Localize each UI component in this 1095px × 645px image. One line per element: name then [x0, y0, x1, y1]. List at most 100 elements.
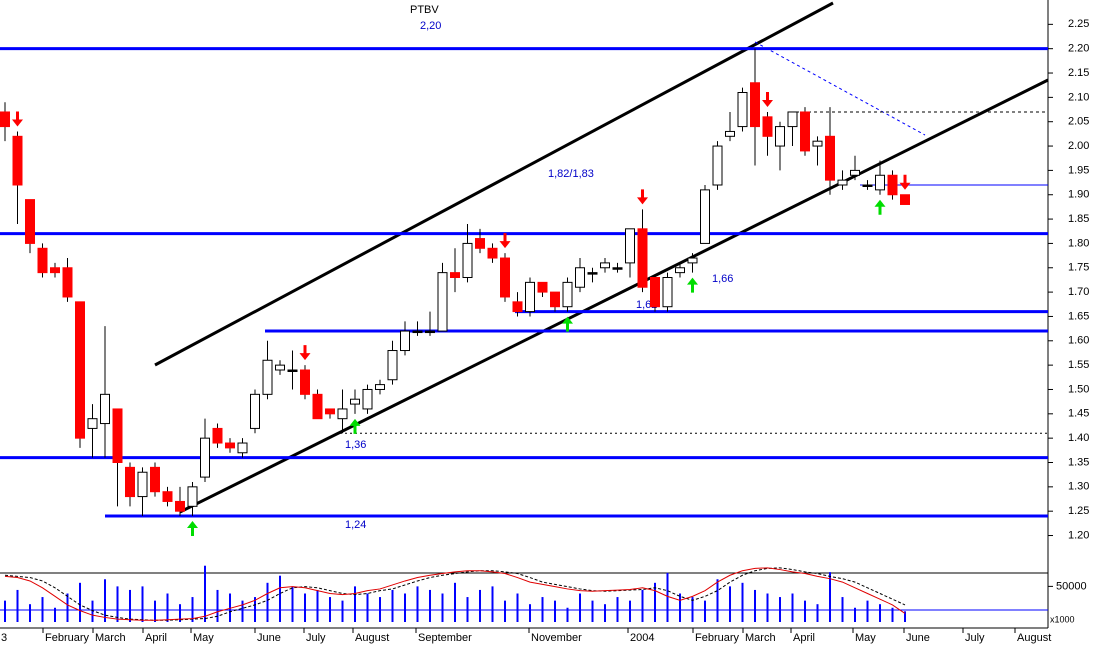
y-tick-label: 2.00 [1068, 140, 1089, 152]
candle-body [150, 466, 160, 493]
candle-body [400, 330, 410, 352]
candle-body [37, 247, 48, 274]
candle-body [650, 277, 660, 308]
candle-body [625, 228, 635, 264]
candle-body [575, 267, 585, 288]
y-tick-label: 1.80 [1068, 237, 1089, 249]
sell-arrow [899, 174, 911, 190]
candle-body [612, 267, 623, 270]
candle-body [462, 242, 473, 278]
candle-body [275, 364, 285, 371]
candle-body [587, 272, 598, 275]
candle-body [637, 228, 648, 288]
candle-body [700, 189, 710, 244]
level-label: 1,36 [345, 439, 366, 451]
y-tick-label: 2.10 [1068, 91, 1089, 103]
sell-arrow [499, 233, 511, 249]
candle-body [425, 330, 435, 334]
candle-body [137, 471, 148, 498]
candle-body [262, 359, 273, 395]
candle-body [525, 281, 535, 313]
x-tick-label: June [257, 632, 281, 644]
chart-title: PTBV [410, 4, 439, 16]
candle-body [412, 330, 423, 334]
candle-body [900, 194, 910, 205]
y-tick-label: 1.55 [1068, 359, 1089, 371]
y-tick-label: 1.45 [1068, 408, 1089, 420]
candle-body [812, 140, 823, 147]
candle-body [100, 393, 110, 425]
candle-body [25, 199, 35, 244]
candle-body [175, 500, 185, 512]
x-tick-label: November [531, 632, 582, 644]
candle-body [800, 111, 810, 152]
candle-body [12, 135, 23, 186]
oscillator [4, 567, 906, 621]
volume-tick-label: 50000 [1056, 580, 1087, 592]
candle-body [825, 135, 835, 181]
x-tick-label: April [145, 632, 167, 644]
buy-arrow [562, 316, 573, 332]
candle-body [337, 408, 348, 420]
volume-unit: x1000 [1050, 614, 1075, 624]
level-label: 2,20 [420, 20, 441, 32]
y-tick-label: 2.25 [1068, 18, 1089, 30]
candle-body [862, 184, 873, 187]
y-tick-label: 1.75 [1068, 262, 1089, 274]
buy-arrow [187, 521, 198, 537]
y-tick-label: 1.95 [1068, 164, 1089, 176]
candle-body [250, 393, 260, 429]
candle-body [850, 169, 860, 176]
candle-body [350, 398, 360, 405]
x-tick-label: May [193, 632, 214, 644]
x-tick-label: August [355, 632, 389, 644]
candle-body [837, 179, 848, 186]
candle-body [87, 418, 98, 429]
y-tick-label: 2.05 [1068, 116, 1089, 128]
candle-body [675, 267, 685, 274]
x-tick-label: 2004 [630, 632, 654, 644]
oscillator-signal [4, 567, 906, 621]
x-tick-label: March [745, 632, 776, 644]
candle-body [600, 262, 610, 269]
y-tick-label: 1.65 [1068, 310, 1089, 322]
y-tick-label: 1.25 [1068, 505, 1089, 517]
candle-body [300, 369, 310, 395]
y-tick-label: 1.20 [1068, 529, 1089, 541]
candle-body [537, 281, 548, 293]
y-tick-label: 1.85 [1068, 213, 1089, 225]
candle-body [787, 111, 798, 128]
candle-body [362, 388, 373, 410]
candle-body [237, 442, 248, 454]
candle-body [325, 408, 335, 415]
candle-body [225, 442, 235, 449]
candle-body [512, 301, 523, 313]
candle-body [200, 437, 210, 478]
y-tick-label: 1.40 [1068, 432, 1089, 444]
candle-body [112, 408, 123, 463]
trend-channel-lower [179, 78, 1049, 514]
buy-arrow [349, 418, 361, 434]
x-tick-label: May [855, 632, 876, 644]
y-tick-label: 1.30 [1068, 481, 1089, 493]
x-tick-label: June [906, 632, 930, 644]
candle-body [500, 257, 510, 298]
x-tick-label: July [965, 632, 985, 644]
trend-channel-upper [154, 1, 834, 367]
y-tick-label: 1.35 [1068, 456, 1089, 468]
candle-body [450, 272, 460, 279]
candle-body [287, 369, 298, 372]
candle-body [387, 350, 398, 381]
candle-body [737, 92, 748, 128]
candle-body [762, 116, 773, 137]
y-tick-label: 1.50 [1068, 383, 1089, 395]
x-tick-label: March [95, 632, 126, 644]
x-tick-label: 3 [1, 632, 7, 644]
level-label: 1,66 [712, 273, 733, 285]
candle-body [212, 427, 223, 444]
y-tick-label: 1.70 [1068, 286, 1089, 298]
y-tick-label: 2.20 [1068, 43, 1089, 55]
candle-body [662, 277, 673, 308]
y-tick-label: 2.15 [1068, 67, 1089, 79]
